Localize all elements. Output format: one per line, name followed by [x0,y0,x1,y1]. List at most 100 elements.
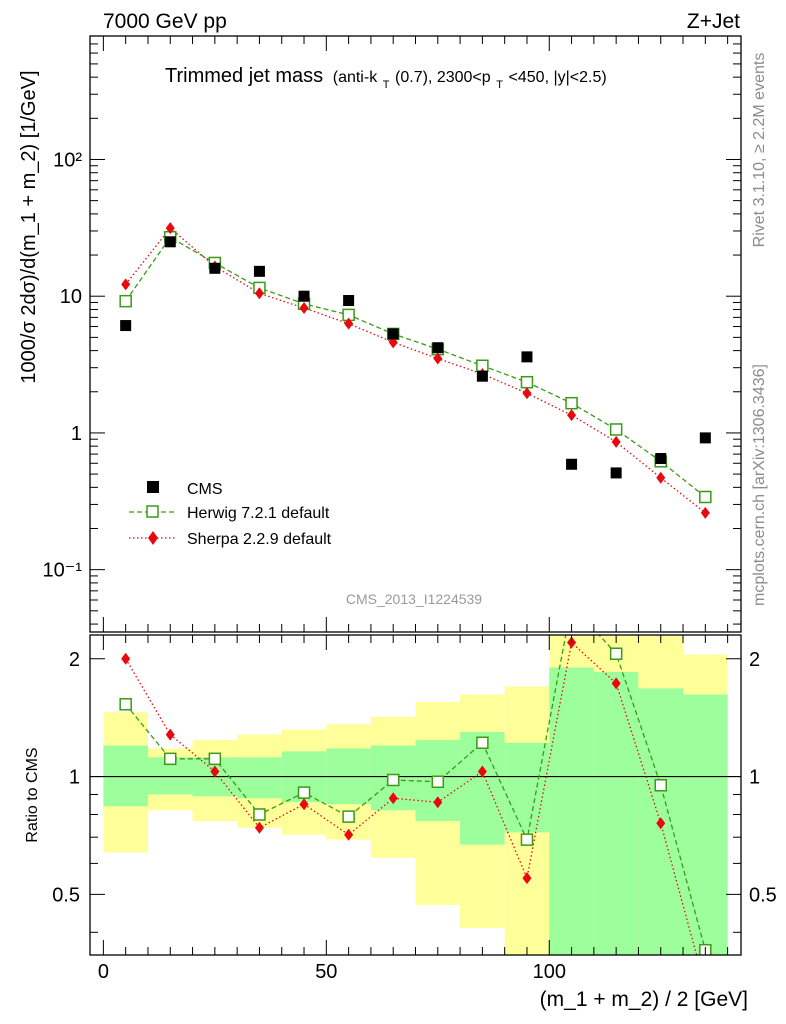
sherpa-ratio-point [477,765,487,778]
legend-marker-cms [147,481,159,493]
herwig-ratio-point [253,808,266,821]
main-y-axis-label: 1000/σ 2dσ)/d(m_1 + m_2) [1/GeV] [18,70,40,383]
herwig-ratio-point [164,752,177,766]
cms-point [387,328,399,340]
inner-band-bin [460,731,505,845]
legend: CMS Herwig 7.2.1 default Sherpa 2.2.9 de… [129,481,332,548]
header-energy: 7000 GeV pp [103,10,227,33]
ratio-y-tick-label-left: 1 [69,767,80,789]
inner-band-bin [593,672,639,955]
main-y-tick-label: 1 [71,423,82,445]
herwig-ratio-line [125,635,706,951]
herwig-ratio-point [119,698,132,711]
cms-point [253,265,265,277]
cms-point [655,453,667,465]
sherpa-point [121,278,131,291]
cms-point [209,262,221,274]
x-tick-label: 100 [533,961,566,983]
sherpa-ratio-point [656,817,666,830]
title-sub-T1: T [383,79,390,91]
sherpa-ratio-line [125,641,698,955]
herwig-point [520,375,534,389]
legend-label-sherpa: Sherpa 2.2.9 default [187,531,332,548]
x-tick-label: 50 [315,961,337,983]
sherpa-point [299,301,309,314]
sherpa-point [611,435,621,448]
panel-frames: 10⁻¹ 1 10 10² 0 50 100 0.5 0.5 1 1 2 2 [43,35,777,983]
cms-point [610,467,622,479]
sherpa-point [700,506,710,519]
legend-label-herwig: Herwig 7.2.1 default [187,505,330,522]
legend-marker-sherpa [148,531,158,545]
sherpa-line [125,227,706,514]
herwig-point [609,423,623,436]
legend-marker-herwig [146,505,159,518]
cms-point [298,290,310,302]
inner-band-bin [549,667,594,955]
cms-point [164,236,176,248]
sherpa-ratio-point [388,792,398,805]
inner-band-bin [504,742,550,833]
sherpa-point [165,222,175,235]
title-main: Trimmed jet mass [165,65,323,87]
sherpa-ratio-point [299,798,309,811]
sherpa-ratio-point [121,652,131,665]
sherpa-point [656,471,666,484]
mcplots-ref: mcplots.cern.ch [arXiv:1306.3436] [751,364,768,606]
herwig-point [699,490,712,504]
inner-band-bin [683,694,728,955]
rivet-version: Rivet 3.1.10, ≥ 2.2M events [751,53,768,248]
sherpa-point [522,387,532,400]
title-sub-T2: T [496,79,503,91]
cms-point [521,351,533,363]
ratio-y-tick-label-right: 2 [749,649,760,671]
title-sub-pre: (anti-k [333,69,378,86]
legend-label-cms: CMS [187,481,223,498]
cms-point [476,370,488,382]
ratio-uncertainty-bands [103,635,728,955]
herwig-ratio-point [654,779,667,792]
herwig-point [119,294,132,308]
herwig-ratio-point [520,833,534,846]
herwig-line [125,236,706,498]
ratio-y-tick-label-right: 1 [749,767,760,789]
herwig-ratio-point [208,752,222,766]
ratio-y-tick-label-left: 2 [69,649,80,671]
sherpa-point [567,409,577,422]
herwig-ratio-point [386,773,400,787]
cms-point [120,320,132,332]
sherpa-ratio-point [522,872,532,885]
sherpa-ratio-point [210,765,220,778]
ratio-y-tick-label-right: 0.5 [749,884,777,906]
main-panel [119,222,712,519]
ratio-y-tick-label-left: 0.5 [52,884,80,906]
sherpa-ratio-point [433,796,443,809]
herwig-ratio-point [342,810,355,823]
cms-point [432,342,444,354]
sherpa-ratio-point [165,728,175,741]
herwig-ratio-point [297,786,311,799]
analysis-id: CMS_2013_I1224539 [346,591,482,607]
sherpa-point [344,317,354,330]
herwig-ratio-point [609,647,623,660]
inner-band-bin [103,745,148,807]
ratio-y-axis-label: Ratio to CMS [24,747,41,842]
sherpa-ratio-point [254,821,264,834]
sherpa-point [433,352,443,365]
x-axis-label: (m_1 + m_2) / 2 [GeV] [540,988,748,1011]
inner-band-bin [237,757,282,799]
sherpa-ratio-point [611,677,621,690]
header-process: Z+Jet [687,10,740,33]
title-sub-post: <450, |y|<2.5) [509,69,607,86]
cms-point [566,458,578,470]
title-sub-mid: (0.7), 2300<p [395,69,491,86]
herwig-ratio-point [431,775,445,788]
main-y-tick-label: 10² [53,149,82,171]
plot-title: Trimmed jet mass (anti-k T (0.7), 2300<p… [165,65,607,93]
main-y-tick-label: 10⁻¹ [43,560,83,582]
herwig-ratio-point [476,736,489,750]
herwig-point [565,396,578,410]
x-tick-label: 0 [98,961,109,983]
cms-point [699,432,711,444]
